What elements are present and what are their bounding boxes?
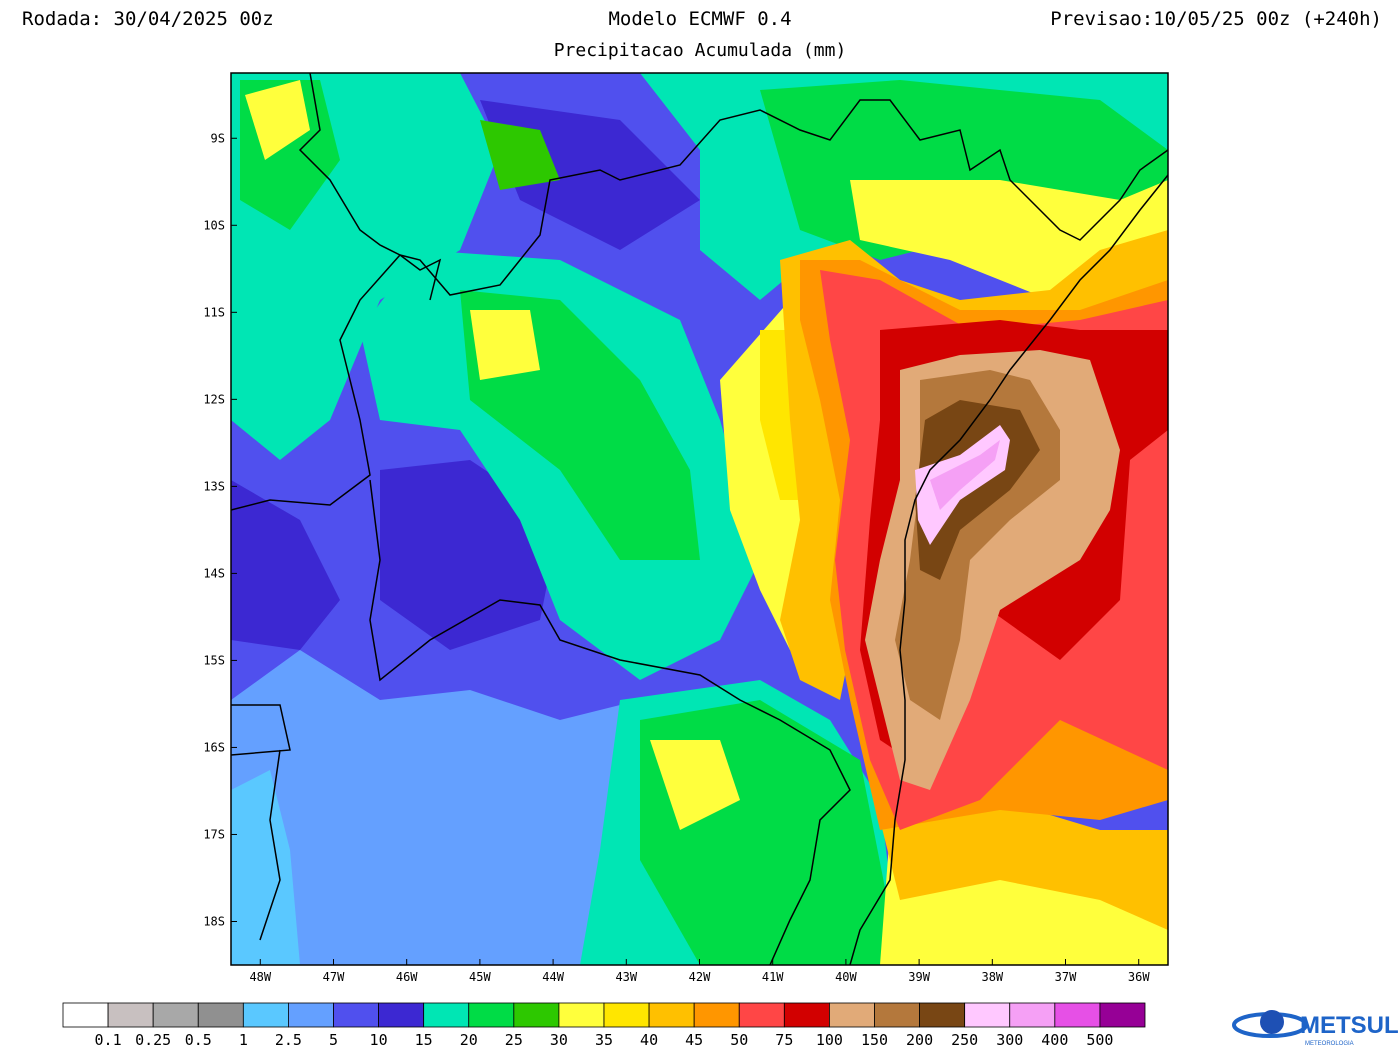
colorbar-label: 30 — [550, 1031, 568, 1049]
y-tick-label: 10S — [203, 218, 225, 232]
colorbar-box — [197, 1002, 244, 1028]
x-tick-label: 36W — [1128, 970, 1150, 984]
colorbar-box — [829, 1002, 875, 1028]
y-tick-label: 14S — [203, 566, 225, 580]
colorbar-box — [333, 1002, 379, 1028]
colorbar-box — [964, 1002, 1011, 1028]
colorbar-box — [1054, 1002, 1101, 1028]
x-tick-label: 43W — [615, 970, 637, 984]
colorbar-label: 0.5 — [185, 1031, 212, 1049]
model-label: Modelo ECMWF 0.4 — [608, 8, 791, 30]
colorbar-box — [738, 1002, 785, 1028]
colorbar-box — [783, 1002, 830, 1028]
colorbar-box — [513, 1002, 560, 1028]
logo: METSUL METEOROLOGIA — [1232, 1010, 1399, 1047]
x-tick-label: 45W — [469, 970, 491, 984]
colorbar-label: 50 — [730, 1031, 748, 1049]
precip-field — [231, 73, 1168, 965]
x-tick-label: 41W — [762, 970, 784, 984]
x-tick-label: 44W — [542, 970, 564, 984]
colorbar-label: 10 — [370, 1031, 388, 1049]
colorbar-box — [919, 1002, 966, 1028]
x-tick-label: 40W — [835, 970, 857, 984]
colorbar-label: 150 — [861, 1031, 888, 1049]
logo-tagline: METEOROLOGIA — [1305, 1041, 1354, 1047]
colorbar-box — [468, 1002, 515, 1028]
y-tick-label: 13S — [203, 479, 225, 493]
colorbar-box — [558, 1002, 605, 1028]
x-tick-label: 39W — [908, 970, 930, 984]
colorbar-box — [378, 1002, 425, 1028]
y-tick-label: 16S — [203, 740, 225, 754]
colorbar-label: 500 — [1086, 1031, 1113, 1049]
colorbar-label: 35 — [595, 1031, 613, 1049]
colorbar-box — [62, 1002, 109, 1028]
colorbar-box — [423, 1002, 470, 1028]
logo-globe — [1260, 1010, 1284, 1034]
colorbar-label: 5 — [329, 1031, 338, 1049]
x-tick-label: 42W — [689, 970, 711, 984]
colorbar-label: 2.5 — [275, 1031, 302, 1049]
colorbar-label: 20 — [460, 1031, 478, 1049]
y-tick-label: 11S — [203, 305, 225, 319]
y-tick-label: 17S — [203, 827, 225, 841]
colorbar-box — [693, 1002, 740, 1028]
y-tick-label: 15S — [203, 653, 225, 667]
colorbar-label: 300 — [996, 1031, 1023, 1049]
subtitle: Precipitacao Acumulada (mm) — [554, 40, 847, 61]
colorbar-label: 250 — [951, 1031, 978, 1049]
colorbar-box — [152, 1002, 199, 1028]
colorbar-label: 75 — [775, 1031, 793, 1049]
colorbar-box — [874, 1002, 920, 1028]
colorbar-box — [242, 1002, 289, 1028]
x-tick-label: 38W — [981, 970, 1003, 984]
colorbar-box — [1009, 1002, 1056, 1028]
x-tick-label: 37W — [1055, 970, 1077, 984]
colorbar-label: 0.25 — [135, 1031, 171, 1049]
x-tick-label: 48W — [249, 970, 271, 984]
colorbar-label: 15 — [415, 1031, 433, 1049]
colorbar-label: 40 — [640, 1031, 658, 1049]
forecast-label: Previsao:10/05/25 00z (+240h) — [1050, 8, 1382, 30]
colorbar-box — [648, 1002, 695, 1028]
run-label: Rodada: 30/04/2025 00z — [22, 8, 274, 30]
colorbar-box — [107, 1002, 154, 1028]
x-tick-label: 47W — [323, 970, 345, 984]
colorbar-box — [603, 1002, 650, 1028]
colorbar-label: 0.1 — [95, 1031, 122, 1049]
colorbar-label: 1 — [239, 1031, 248, 1049]
x-tick-label: 46W — [396, 970, 418, 984]
y-tick-label: 9S — [211, 131, 225, 145]
colorbar-box — [288, 1002, 334, 1028]
colorbar-label: 100 — [816, 1031, 843, 1049]
logo-name: METSUL — [1300, 1012, 1399, 1039]
colorbar-box — [1099, 1002, 1146, 1028]
y-tick-label: 12S — [203, 392, 225, 406]
colorbar-label: 200 — [906, 1031, 933, 1049]
colorbar-label: 45 — [685, 1031, 703, 1049]
colorbar-label: 25 — [505, 1031, 523, 1049]
y-tick-label: 18S — [203, 914, 225, 928]
colorbar-label: 400 — [1041, 1031, 1068, 1049]
